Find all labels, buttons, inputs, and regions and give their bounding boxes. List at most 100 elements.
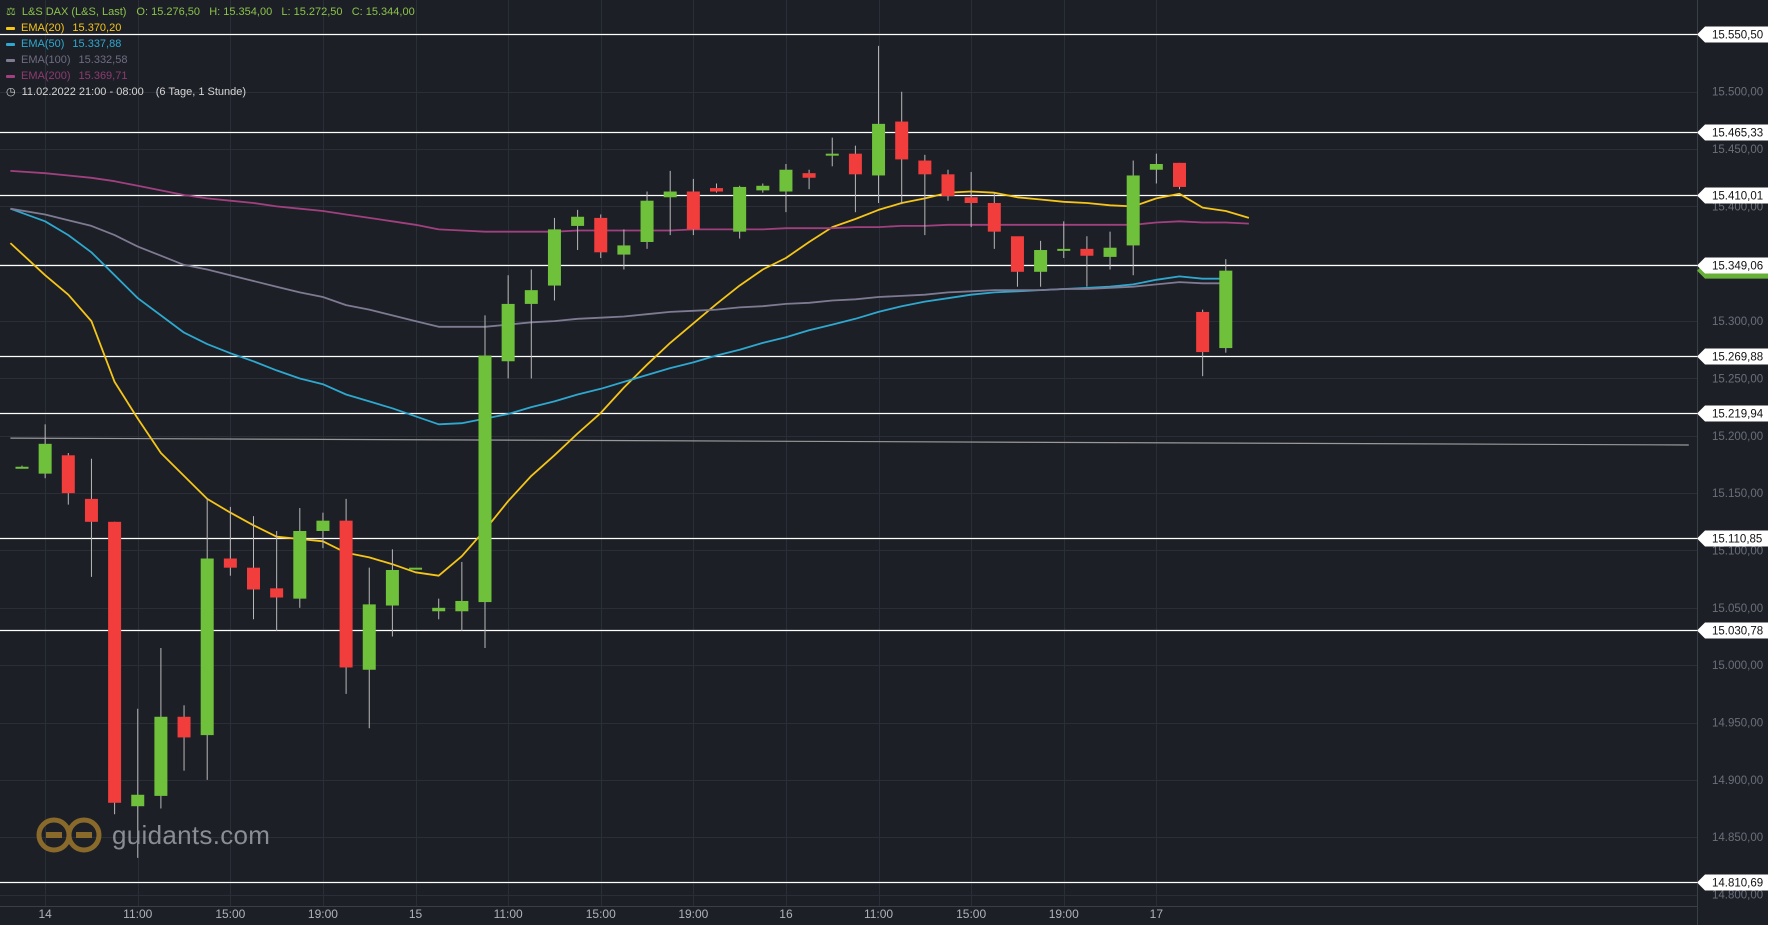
level-label: 15.030,78 [1712, 626, 1763, 638]
chart-legend: ⚖ L&S DAX (L&S, Last) O: 15.276,50 H: 15… [6, 4, 415, 100]
time-tick-label: 19:00 [1049, 907, 1079, 921]
legend-item[interactable]: EMA(50) 15.337,88 [6, 36, 415, 52]
candle [247, 516, 260, 620]
clock-icon: ◷ [6, 86, 16, 98]
price-tick-label: 14.850,00 [1712, 832, 1763, 844]
price-tick-label: 14.900,00 [1712, 775, 1763, 787]
legend-item[interactable]: EMA(100) 15.332,58 [6, 52, 415, 68]
candle [802, 169, 816, 190]
candle [316, 512, 330, 549]
price-tick-label: 14.800,00 [1712, 890, 1763, 902]
time-axis-labels: 14 11:00 15:00 19:00 15 11:00 15:00 19:00 16 11:0… [38, 907, 1163, 921]
level-label: 15.550,50 [1712, 30, 1763, 42]
candle [663, 170, 677, 236]
candle-body [779, 169, 793, 192]
candle-body [270, 588, 284, 598]
candle [1103, 231, 1117, 270]
price-tick-label: 15.250,00 [1712, 373, 1763, 385]
candle [617, 229, 631, 270]
level-label: 15.465,33 [1712, 128, 1763, 140]
price-tick-label: 14.950,00 [1712, 718, 1763, 730]
legend-name: EMA(20) [21, 22, 65, 34]
level-tag-shape [1697, 874, 1768, 891]
horizontal-levels[interactable] [0, 33, 1697, 884]
legend-value: 15.337,88 [72, 38, 122, 50]
time-tick-label: 15:00 [956, 907, 986, 921]
guidants-logo-icon [36, 817, 102, 853]
candle-body [409, 567, 423, 570]
legend-name: EMA(50) [21, 38, 65, 50]
candle [1010, 236, 1024, 287]
level-tag: 15.550,50 [1697, 26, 1768, 43]
plot-background [0, 0, 1697, 906]
candle-body [1219, 270, 1233, 349]
candle-body [617, 245, 631, 255]
candle [686, 178, 700, 236]
candle [640, 191, 654, 249]
time-tick-label: 16 [779, 907, 793, 921]
candle-body [987, 202, 1001, 232]
instrument-row: ⚖ L&S DAX (L&S, Last) O: 15.276,50 H: 15… [6, 4, 415, 20]
candle [524, 269, 538, 379]
legend-name: EMA(200) [21, 70, 71, 82]
level-label: 14.810,69 [1712, 878, 1763, 890]
legend-value: 15.332,58 [78, 54, 128, 66]
price-tick-label: 15.300,00 [1712, 316, 1763, 328]
candle-body [247, 567, 260, 590]
trendline-layer [10, 437, 1689, 446]
candle [964, 172, 978, 228]
candle [1034, 240, 1048, 287]
candle-body [200, 558, 214, 736]
time-tick-label: 11:00 [494, 907, 523, 921]
time-tick-label: 11:00 [864, 907, 893, 921]
candle [1149, 153, 1163, 184]
candle-body [895, 121, 909, 160]
candle [154, 647, 168, 809]
candle-body [1173, 162, 1186, 187]
level-tag: 15.269,88 [1697, 348, 1768, 365]
level-tag-shape [1697, 622, 1768, 639]
level-tag-shape [1697, 530, 1768, 547]
candle [779, 163, 793, 213]
candle-body [547, 229, 561, 286]
candle-body [1080, 248, 1094, 256]
candle-body [61, 455, 75, 494]
legend-item[interactable]: EMA(20) 15.370,20 [6, 20, 415, 36]
candle [200, 498, 214, 780]
candle-body [177, 716, 191, 738]
ema-legend: EMA(20) 15.370,20 EMA(50) 15.337,88 EMA(100)… [6, 20, 415, 84]
level-tag-shape [1697, 124, 1768, 141]
candle [848, 145, 862, 213]
level-tag: 15.030,78 [1697, 622, 1768, 639]
level-tag-shape [1697, 348, 1768, 365]
candle [733, 185, 747, 239]
level-tag-shape [1697, 257, 1768, 274]
candle [825, 137, 839, 167]
candle-body [316, 520, 330, 531]
level-tag: 14.810,69 [1697, 874, 1768, 891]
candle-body [385, 569, 399, 606]
legend-item[interactable]: EMA(200) 15.369,71 [6, 68, 415, 84]
candle [1196, 309, 1210, 377]
candle-body [223, 558, 237, 568]
level-tag-shape [1697, 26, 1768, 43]
candle-body [686, 191, 700, 230]
candle-body [1057, 248, 1071, 251]
level-label: 15.219,94 [1712, 409, 1764, 421]
price-tick-label: 15.000,00 [1712, 660, 1763, 672]
candle [941, 169, 955, 201]
period-span: (6 Tage, 1 Stunde) [155, 86, 247, 98]
candle-body [918, 160, 932, 175]
price-tick-label: 15.050,00 [1712, 603, 1763, 615]
level-labels[interactable]: 15.550,50 15.465,33 15.410,01 15.349,06 15.2… [1697, 26, 1768, 891]
ema-line [10, 207, 1226, 328]
candle [432, 598, 446, 620]
grid [0, 0, 1697, 906]
candle [1057, 221, 1071, 259]
candle-body [38, 443, 52, 474]
candle-body [524, 290, 538, 304]
period-range: 11.02.2022 21:00 - 08:00 [21, 86, 144, 98]
legend-name: EMA(100) [21, 54, 71, 66]
candle [293, 508, 307, 608]
